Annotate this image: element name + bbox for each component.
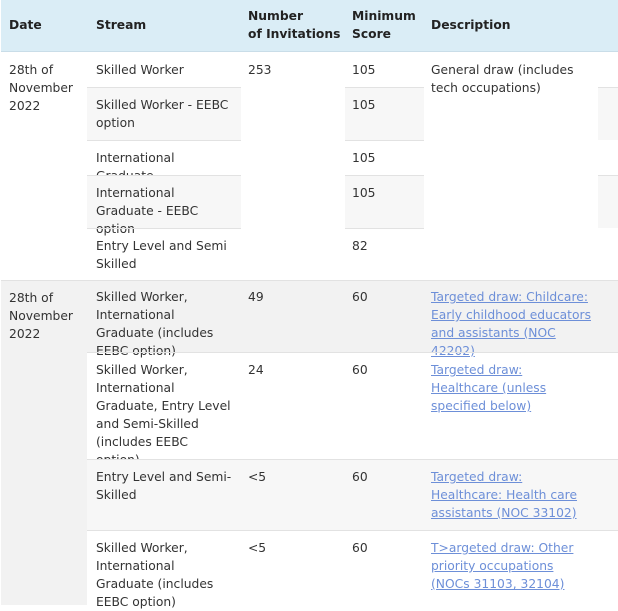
description-cell: T>argeted draw: Other priority occupatio…	[424, 530, 618, 605]
stream-cell: Skilled Worker, International Graduate (…	[87, 530, 241, 609]
header-invitations: Number of Invitations	[248, 9, 341, 41]
invitations-cell: 253	[248, 63, 272, 77]
description-link[interactable]: Targeted draw: Healthcare: Health care a…	[431, 470, 578, 520]
stream-cell: Skilled Worker, International Graduate (…	[96, 290, 214, 358]
stripe-cell	[598, 175, 618, 228]
invitations-cell: <5	[241, 459, 345, 530]
stream-cell: Skilled Worker, International Graduate, …	[87, 352, 241, 467]
row-highlight	[1, 280, 618, 352]
description-cell: General draw (includes tech occupations)	[431, 63, 574, 95]
header-description: Description	[431, 18, 511, 32]
stream-cell: International Graduate - EEBC option	[87, 175, 241, 236]
description-cell: Targeted draw: Healthcare: Health care a…	[424, 459, 618, 530]
score-cell: 60	[345, 352, 424, 459]
stream-cell: Skilled Worker	[96, 63, 184, 77]
stream-cell: International Graduate	[87, 140, 241, 183]
score-cell: 60	[345, 459, 424, 530]
score-cell: 105	[345, 140, 424, 175]
stripe-cell	[598, 87, 618, 140]
score-cell: 105	[345, 87, 424, 140]
stream-cell: Skilled Worker - EEBC option	[87, 87, 241, 140]
stream-cell: Entry Level and Semi-Skilled	[87, 459, 241, 530]
description-link[interactable]: T>argeted draw: Other priority occupatio…	[431, 541, 574, 591]
description-link[interactable]: Targeted draw: Healthcare (unless specif…	[431, 363, 547, 413]
header-stream: Stream	[96, 18, 147, 32]
header-score: Minimum Score	[352, 9, 416, 41]
invitations-cell: 49	[248, 290, 264, 304]
stream-cell: Entry Level and Semi Skilled	[87, 228, 241, 280]
invitations-cell: <5	[241, 530, 345, 605]
description-cell: Targeted draw: Childcare: Early childhoo…	[424, 280, 598, 358]
description-link[interactable]: Targeted draw: Childcare: Early childhoo…	[431, 290, 591, 358]
score-cell: 60	[352, 290, 368, 304]
invitations-cell: 24	[241, 352, 345, 459]
date-cell: 28th of November 2022	[9, 63, 73, 113]
score-cell: 105	[352, 63, 376, 77]
score-cell: 105	[345, 175, 424, 228]
date-cell: 28th of November 2022	[1, 280, 87, 605]
score-cell: 82	[345, 228, 424, 280]
header-date: Date	[9, 18, 42, 32]
description-cell: Targeted draw: Healthcare (unless specif…	[424, 352, 618, 459]
score-cell: 60	[345, 530, 424, 605]
table-header: Date Stream Number of Invitations Minimum…	[1, 0, 618, 52]
